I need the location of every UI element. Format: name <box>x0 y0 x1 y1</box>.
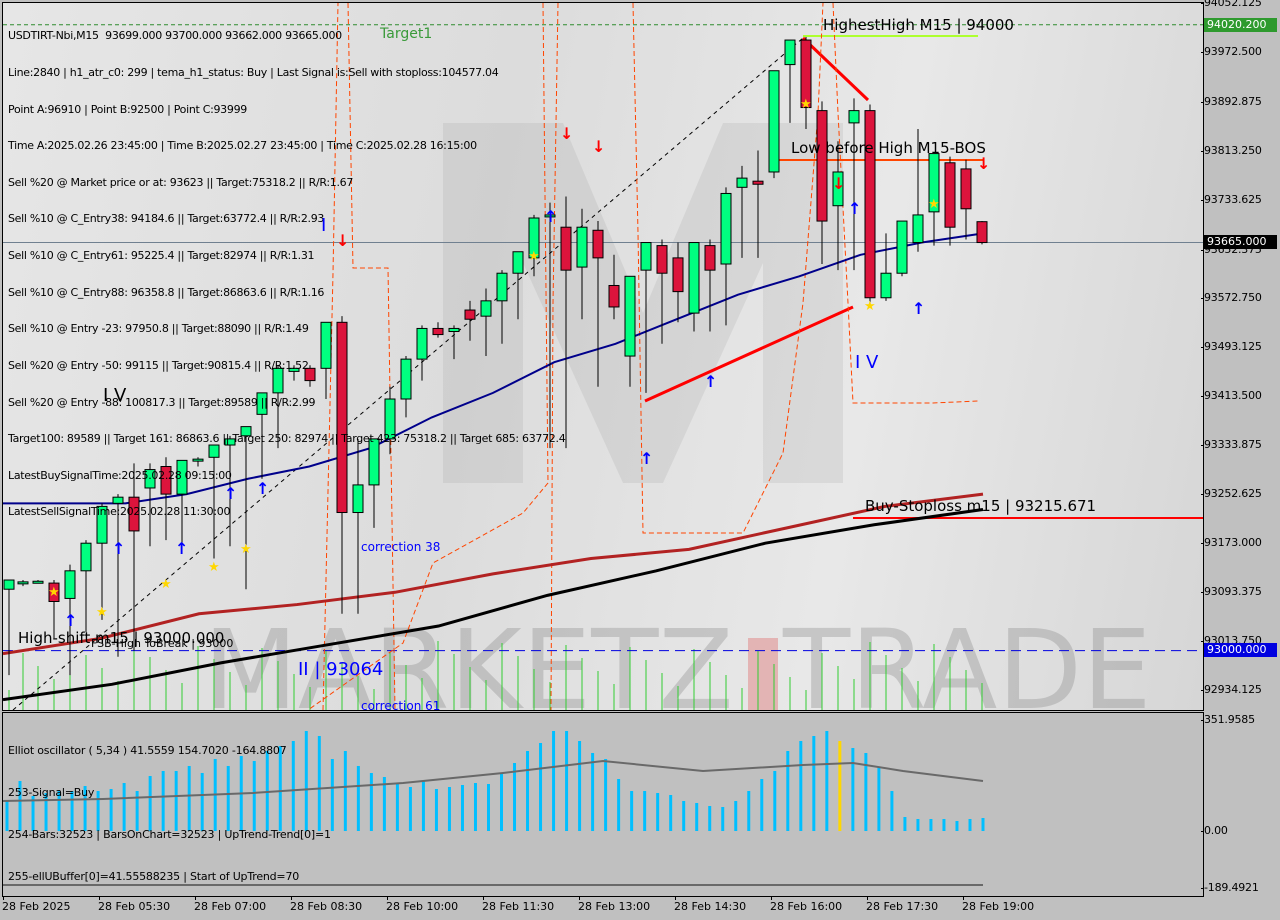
candlesticks <box>3 36 988 676</box>
time-label: 28 Feb 17:30 <box>866 896 939 913</box>
svg-text:↓: ↓ <box>832 174 845 193</box>
svg-text:↑: ↑ <box>912 299 925 318</box>
price-tick: 93572.750 <box>1201 291 1262 304</box>
info-line: Sell %20 @ Entry -50: 99115 || Target:90… <box>8 358 309 372</box>
main-chart-pane[interactable]: MARKETZ TRADE ↑ ↑ ↑ ↑ ↑ ↑ ↑ ↑ ↑ ↑ ↓ ↓ ↓ ↓ ↓ ★ ★ ★ ★ ★ ★ ★ ★ ★ U… <box>2 2 1204 711</box>
svg-text:↑: ↑ <box>224 484 237 503</box>
target-price-tag: 94020.200 <box>1204 18 1277 32</box>
price-tick: 92934.125 <box>1201 683 1262 696</box>
price-tick: 93252.625 <box>1201 487 1262 500</box>
svg-text:★: ★ <box>800 97 812 112</box>
info-line: Sell %20 @ Market price or at: 93623 || … <box>8 175 354 189</box>
price-tick: 93173.000 <box>1201 536 1262 549</box>
level-price-tag: 93000.000 <box>1204 643 1277 657</box>
time-label: 28 Feb 16:00 <box>770 896 843 913</box>
buy-stoploss-label: Buy-Stoploss m15 | 93215.671 <box>865 497 1097 515</box>
symbol-line: USDTIRT-Nbi,M15 93699.000 93700.000 9366… <box>8 29 342 43</box>
svg-text:↑: ↑ <box>848 199 861 218</box>
svg-text:↑: ↑ <box>640 449 653 468</box>
info-line: Sell %10 @ C_Entry38: 94184.6 || Target:… <box>8 212 325 226</box>
volume-bars <box>8 641 983 710</box>
svg-text:↓: ↓ <box>560 124 573 143</box>
time-label: 28 Feb 2025 <box>2 896 71 913</box>
info-line: Point A:96910 | Point B:92500 | Point C:… <box>8 102 247 116</box>
info-line: Sell %20 @ Entry -88: 100817.3 || Target… <box>8 395 316 409</box>
svg-text:★: ★ <box>928 197 940 212</box>
time-label: 28 Feb 13:00 <box>578 896 651 913</box>
fsb-high-label: FSB-High ToBreak | 93000 <box>91 637 234 650</box>
oscillator-pane[interactable]: Elliot oscillator ( 5,34 ) 41.5559 154.7… <box>2 712 1204 897</box>
wave-iv-left-label: I V <box>103 385 127 406</box>
price-tick: 93733.625 <box>1201 193 1262 206</box>
wave-ii-label: II | 93064 <box>298 659 384 680</box>
osc-tick: 351.9585 <box>1201 713 1255 726</box>
svg-text:↓: ↓ <box>592 137 605 156</box>
price-chart[interactable]: MARKETZ TRADE ↑↑ ↑↑ ↑↑↑↑↑↑↓↓↓↓↓★★★★★★★★★ <box>3 3 1203 710</box>
time-label: 28 Feb 10:00 <box>386 896 459 913</box>
info-line: Sell %10 @ C_Entry61: 95225.4 || Target:… <box>8 249 315 263</box>
correction-61-label: correction 61 <box>361 699 441 711</box>
price-tick: 93333.875 <box>1201 438 1262 451</box>
info-line: LatestBuySignalTime:2025.02.28 09:15:00 <box>8 468 232 482</box>
time-axis[interactable]: 28 Feb 2025 28 Feb 05:30 28 Feb 07:00 28… <box>0 896 1204 920</box>
info-line: Line:2840 | h1_atr_c0: 299 | tema_h1_sta… <box>8 66 499 80</box>
highest-high-label: HighestHigh M15 | 94000 <box>823 16 1014 34</box>
watermark-logo <box>443 123 843 483</box>
correction-38-label: correction 38 <box>361 540 441 554</box>
svg-text:★: ★ <box>96 605 108 620</box>
time-label: 28 Feb 11:30 <box>482 896 555 913</box>
price-axis[interactable]: 94052.125 93972.500 93892.875 93813.250 … <box>1201 0 1280 920</box>
svg-text:↑: ↑ <box>544 207 557 226</box>
current-price-tag: 93665.000 <box>1204 235 1277 249</box>
svg-text:★: ★ <box>864 299 876 314</box>
chart-info-text: USDTIRT-Nbi,M15 93699.000 93700.000 9366… <box>8 6 566 543</box>
svg-text:↑: ↑ <box>704 372 717 391</box>
wave-i-label: I <box>321 215 327 236</box>
watermark-text: MARKETZ <box>203 606 734 710</box>
signal-markers: ↑↑ ↑↑ ↑↑↑↑↑↑↓↓↓↓↓★★★★★★★★★ <box>48 97 990 630</box>
svg-text:↓: ↓ <box>977 154 990 173</box>
svg-text:★: ★ <box>160 577 172 592</box>
price-tick: 93493.125 <box>1201 340 1262 353</box>
high-shift-label: High-shift m15 | 93000.000 <box>18 629 225 647</box>
oscillator-info: Elliot oscillator ( 5,34 ) 41.5559 154.7… <box>8 716 331 896</box>
svg-text:↑: ↑ <box>112 539 125 558</box>
low-before-high-label: Low before High M15-BOS <box>791 139 986 157</box>
info-line: LatestSellSignalTime:2025.02.28 11:30:00 <box>8 505 231 519</box>
info-line: Time A:2025.02.26 23:45:00 | Time B:2025… <box>8 139 477 153</box>
svg-text:↑: ↑ <box>175 539 188 558</box>
wave-iv-right-label: I V <box>855 352 879 373</box>
price-tick: 93093.375 <box>1201 585 1262 598</box>
price-tick: 93413.500 <box>1201 389 1262 402</box>
time-label: 28 Feb 08:30 <box>290 896 363 913</box>
time-label: 28 Feb 14:30 <box>674 896 747 913</box>
time-label: 28 Feb 05:30 <box>98 896 171 913</box>
info-line: Sell %10 @ Entry -23: 97950.8 || Target:… <box>8 322 309 336</box>
info-line: Target100: 89589 || Target 161: 86863.6 … <box>8 432 566 446</box>
svg-text:★: ★ <box>48 585 60 600</box>
svg-text:↑: ↑ <box>64 611 77 630</box>
oscillator-line: 255-ellUBuffer[0]=41.55588235 | Start of… <box>8 870 300 883</box>
oscillator-title: Elliot oscillator ( 5,34 ) 41.5559 154.7… <box>8 744 287 757</box>
svg-text:★: ★ <box>240 542 252 557</box>
svg-text:★: ★ <box>528 249 540 264</box>
time-label: 28 Feb 07:00 <box>194 896 267 913</box>
time-label: 28 Feb 19:00 <box>962 896 1035 913</box>
price-tick: 94052.125 <box>1201 0 1262 9</box>
svg-text:↓: ↓ <box>336 231 349 250</box>
price-tick: 93972.500 <box>1201 45 1262 58</box>
osc-tick: -189.4921 <box>1201 881 1259 894</box>
oscillator-chart[interactable] <box>3 713 1203 896</box>
oscillator-line: 253-Signal=Buy <box>8 786 95 799</box>
oscillator-line: 254-Bars:32523 | BarsOnChart=32523 | UpT… <box>8 828 331 841</box>
info-line: Sell %10 @ C_Entry88: 96358.8 || Target:… <box>8 285 325 299</box>
price-tick: 93892.875 <box>1201 95 1262 108</box>
target1-label: Target1 <box>380 26 433 42</box>
price-tick: 93813.250 <box>1201 144 1262 157</box>
svg-text:↑: ↑ <box>256 479 269 498</box>
svg-text:TRADE: TRADE <box>782 606 1152 710</box>
svg-text:★: ★ <box>208 560 220 575</box>
osc-tick: 0.00 <box>1201 824 1228 837</box>
